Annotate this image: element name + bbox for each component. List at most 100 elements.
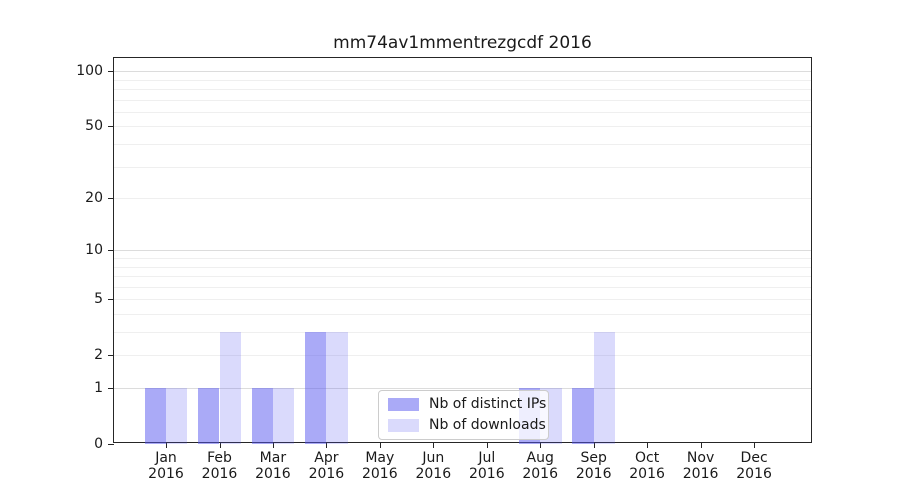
x-tick-dec — [754, 442, 756, 448]
gridline-minor-30 — [114, 166, 811, 168]
chart-title: mm74av1mmentrezgcdf 2016 — [333, 33, 592, 53]
gridline-minor-40 — [114, 144, 811, 146]
y-tick-label-20: 20 — [85, 190, 103, 207]
x-tick-label-dec: Dec 2016 — [724, 450, 784, 482]
year-label: 2016 — [522, 466, 558, 482]
gridline-minor-3 — [114, 332, 811, 333]
x-tick-jul — [486, 442, 488, 448]
plot-area: 0 1 2 5 10 20 50 100 Jan 2016 Feb 2016 Mar 2016 Apr 20… — [76, 57, 812, 482]
legend: Nb of distinct IPs Nb of downloads — [378, 390, 549, 440]
gridline-minor-90 — [114, 79, 811, 81]
legend-label-distinct-ips: Nb of distinct IPs — [429, 396, 547, 412]
x-tick-may — [379, 442, 381, 448]
legend-swatch-downloads — [388, 419, 419, 432]
month-label: Feb — [207, 450, 232, 466]
gridline-minor-2 — [114, 355, 811, 357]
y-tick-label-50: 50 — [85, 118, 103, 135]
y-tick-5 — [108, 299, 114, 301]
year-label: 2016 — [736, 466, 772, 482]
gridline-minor-60 — [114, 112, 811, 113]
y-tick-label-2: 2 — [94, 347, 103, 364]
bar-nb-of-distinct-ips-apr — [305, 332, 327, 444]
x-tick-oct — [647, 442, 649, 448]
year-label: 2016 — [148, 466, 184, 482]
gridline-minor-7 — [114, 276, 811, 277]
month-label: Aug — [526, 450, 554, 466]
x-tick-aug — [540, 442, 542, 448]
month-label: Dec — [740, 450, 768, 466]
x-tick-label-sep: Sep 2016 — [564, 450, 624, 482]
x-tick-label-may: May 2016 — [350, 450, 410, 482]
x-tick-sep — [593, 442, 595, 448]
bar-nb-of-downloads-apr — [326, 332, 348, 444]
legend-item-distinct-ips: Nb of distinct IPs — [388, 397, 546, 412]
gridline-major-100 — [114, 71, 811, 73]
gridline-minor-9 — [114, 258, 811, 259]
month-label: Mar — [259, 450, 287, 466]
month-label: Jan — [155, 450, 177, 466]
x-tick-label-jul: Jul 2016 — [457, 450, 517, 482]
x-tick-feb — [219, 442, 221, 448]
y-tick-label-100: 100 — [76, 63, 103, 80]
x-tick-label-aug: Aug 2016 — [510, 450, 570, 482]
y-tick-10 — [108, 250, 114, 252]
x-tick-label-apr: Apr 2016 — [296, 450, 356, 482]
x-tick-nov — [700, 442, 702, 448]
x-tick-apr — [326, 442, 328, 448]
gridline-minor-70 — [114, 99, 811, 101]
x-tick-label-jan: Jan 2016 — [136, 450, 196, 482]
bar-nb-of-distinct-ips-sep — [572, 388, 594, 444]
bar-nb-of-downloads-mar — [272, 388, 295, 444]
bar-nb-of-distinct-ips-jan — [144, 388, 166, 444]
x-tick-jan — [166, 442, 167, 448]
x-tick-jun — [433, 442, 435, 448]
month-label: Jun — [422, 450, 445, 466]
y-tick-label-0: 0 — [94, 436, 103, 452]
year-label: 2016 — [575, 466, 612, 482]
y-tick-0 — [108, 444, 114, 445]
gridline-minor-80 — [114, 89, 811, 91]
gridline-minor-50 — [114, 126, 811, 128]
bar-nb-of-downloads-sep — [593, 332, 616, 444]
gridline-minor-8 — [114, 266, 811, 268]
month-label: Sep — [580, 450, 607, 466]
year-label: 2016 — [468, 466, 505, 482]
bar-nb-of-distinct-ips-mar — [251, 388, 273, 444]
y-tick-label-10: 10 — [85, 242, 103, 259]
year-label: 2016 — [629, 466, 665, 482]
x-tick-mar — [272, 442, 274, 448]
month-label: Apr — [314, 450, 339, 466]
x-tick-label-mar: Mar 2016 — [243, 450, 303, 482]
year-label: 2016 — [415, 466, 452, 482]
bar-nb-of-downloads-feb — [219, 332, 241, 444]
y-tick-label-1: 1 — [94, 380, 103, 396]
gridline-major-10 — [114, 250, 811, 252]
x-tick-label-oct: Oct 2016 — [617, 450, 677, 482]
y-tick-label-5: 5 — [94, 291, 103, 308]
y-tick-2 — [108, 355, 114, 357]
month-label: May — [365, 450, 395, 466]
legend-item-downloads: Nb of downloads — [388, 418, 546, 433]
legend-swatch-distinct-ips — [388, 398, 419, 411]
year-label: 2016 — [255, 466, 291, 482]
gridline-major-1 — [114, 388, 811, 389]
year-label: 2016 — [682, 466, 719, 482]
x-tick-label-jun: Jun 2016 — [403, 450, 463, 482]
bar-nb-of-distinct-ips-feb — [198, 388, 220, 444]
month-label: Oct — [634, 450, 660, 466]
year-label: 2016 — [361, 466, 398, 482]
month-label: Jul — [478, 450, 496, 466]
gridline-minor-20 — [114, 198, 811, 200]
bar-nb-of-downloads-jan — [166, 388, 188, 444]
y-tick-1 — [108, 388, 114, 389]
x-tick-label-nov: Nov 2016 — [671, 450, 731, 482]
legend-label-downloads: Nb of downloads — [429, 417, 546, 433]
y-tick-50 — [108, 126, 114, 128]
gridline-minor-6 — [114, 286, 811, 288]
x-tick-label-feb: Feb 2016 — [190, 450, 250, 482]
year-label: 2016 — [308, 466, 345, 482]
gridline-minor-4 — [114, 314, 811, 315]
month-label: Nov — [686, 450, 715, 466]
y-tick-100 — [108, 71, 114, 73]
